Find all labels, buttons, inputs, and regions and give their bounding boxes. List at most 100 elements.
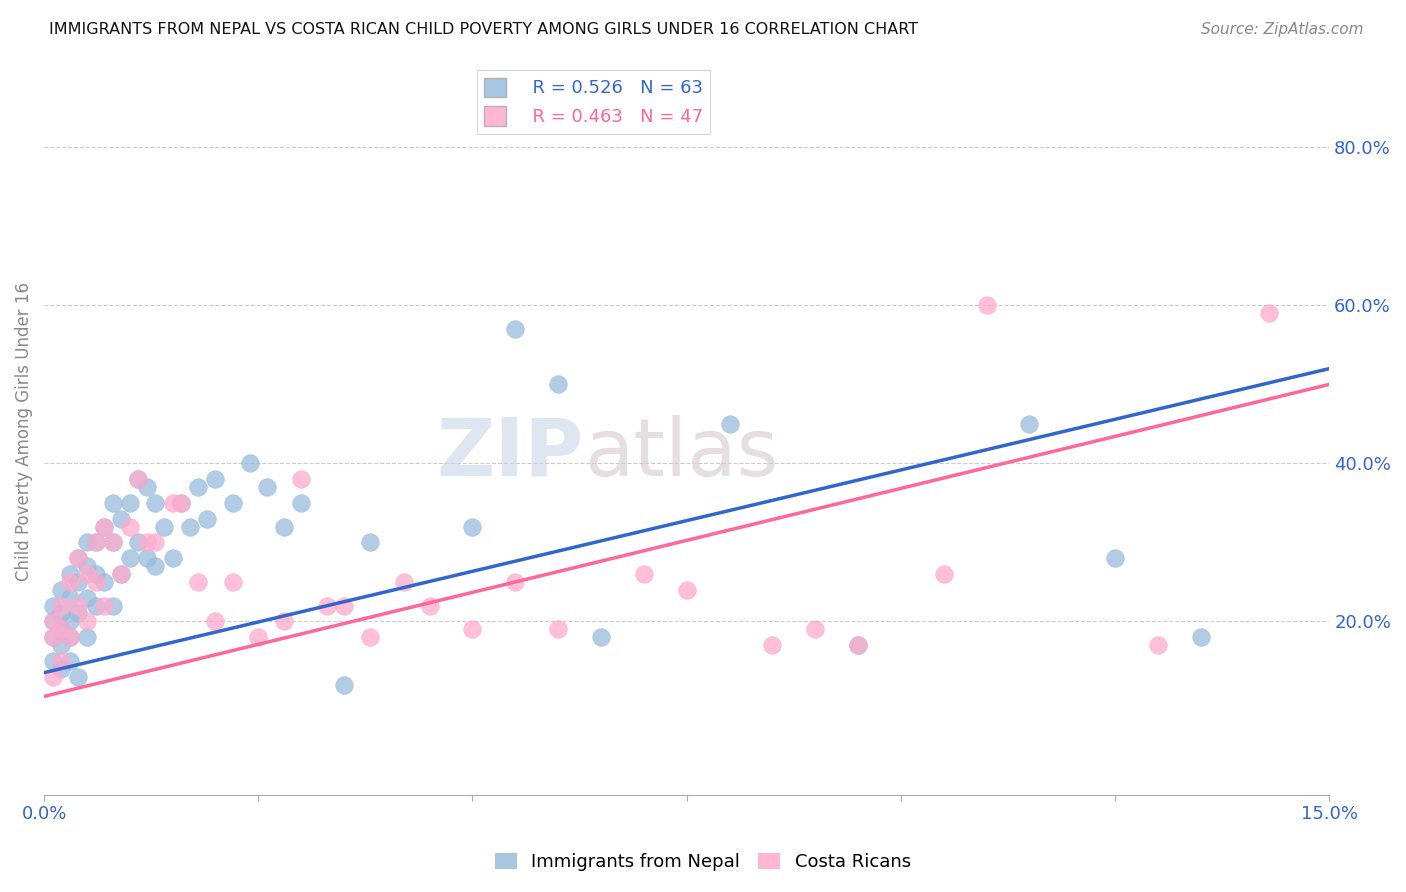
Point [67, 607, 90, 621]
Point [84, 535, 107, 549]
Point [67, 670, 90, 684]
Point [51, 599, 73, 613]
Point [505, 574, 527, 589]
Point [41, 615, 63, 629]
Point [461, 519, 484, 533]
Point [51, 622, 73, 636]
Text: ZIP: ZIP [437, 415, 583, 492]
Point [41, 615, 63, 629]
Point [846, 638, 869, 652]
Point [221, 574, 243, 589]
Point [195, 511, 218, 525]
Point [153, 519, 176, 533]
Point [84, 566, 107, 581]
Point [51, 607, 73, 621]
Point [135, 480, 157, 494]
Point [41, 670, 63, 684]
Point [135, 551, 157, 566]
Point [1018, 417, 1040, 431]
Point [110, 511, 132, 525]
Point [633, 566, 655, 581]
Point [59, 574, 82, 589]
Point [145, 559, 167, 574]
Point [247, 630, 270, 644]
Point [67, 599, 90, 613]
Point [76, 535, 98, 549]
Point [718, 417, 741, 431]
Point [41, 599, 63, 613]
Point [93, 599, 115, 613]
Point [67, 551, 90, 566]
Point [187, 574, 209, 589]
Point [170, 496, 193, 510]
Point [256, 480, 278, 494]
Point [145, 496, 167, 510]
Point [127, 535, 149, 549]
Point [804, 622, 827, 636]
Point [93, 519, 115, 533]
Point [76, 615, 98, 629]
Point [118, 519, 141, 533]
Point [59, 630, 82, 644]
Point [59, 591, 82, 605]
Point [1258, 306, 1281, 320]
Point [93, 574, 115, 589]
Point [135, 535, 157, 549]
Point [239, 456, 262, 470]
Point [84, 574, 107, 589]
Point [110, 566, 132, 581]
Point [589, 630, 612, 644]
Point [333, 677, 356, 691]
Point [333, 599, 356, 613]
Point [204, 472, 226, 486]
Point [976, 298, 998, 312]
Point [59, 566, 82, 581]
Point [392, 574, 415, 589]
Point [932, 566, 955, 581]
Y-axis label: Child Poverty Among Girls Under 16: Child Poverty Among Girls Under 16 [15, 282, 32, 582]
Point [547, 377, 569, 392]
Text: IMMIGRANTS FROM NEPAL VS COSTA RICAN CHILD POVERTY AMONG GIRLS UNDER 16 CORRELAT: IMMIGRANTS FROM NEPAL VS COSTA RICAN CHI… [49, 22, 918, 37]
Point [145, 535, 167, 549]
Point [187, 480, 209, 494]
Point [67, 574, 90, 589]
Point [101, 535, 124, 549]
Point [461, 622, 484, 636]
Point [51, 622, 73, 636]
Point [59, 654, 82, 668]
Point [221, 496, 243, 510]
Legend:   R = 0.526   N = 63,   R = 0.463   N = 47: R = 0.526 N = 63, R = 0.463 N = 47 [477, 70, 710, 134]
Point [51, 662, 73, 676]
Point [290, 472, 312, 486]
Point [101, 599, 124, 613]
Point [76, 559, 98, 574]
Point [110, 566, 132, 581]
Point [101, 535, 124, 549]
Point [1189, 630, 1212, 644]
Point [846, 638, 869, 652]
Point [127, 472, 149, 486]
Point [76, 591, 98, 605]
Point [51, 638, 73, 652]
Point [118, 496, 141, 510]
Point [179, 519, 201, 533]
Point [84, 599, 107, 613]
Point [761, 638, 783, 652]
Point [162, 551, 184, 566]
Point [51, 582, 73, 597]
Point [204, 615, 226, 629]
Point [67, 551, 90, 566]
Point [273, 615, 295, 629]
Point [290, 496, 312, 510]
Point [359, 630, 381, 644]
Point [675, 582, 697, 597]
Text: atlas: atlas [583, 415, 779, 492]
Point [1147, 638, 1170, 652]
Point [273, 519, 295, 533]
Point [505, 322, 527, 336]
Point [84, 535, 107, 549]
Point [76, 630, 98, 644]
Text: Source: ZipAtlas.com: Source: ZipAtlas.com [1201, 22, 1364, 37]
Point [162, 496, 184, 510]
Point [1104, 551, 1126, 566]
